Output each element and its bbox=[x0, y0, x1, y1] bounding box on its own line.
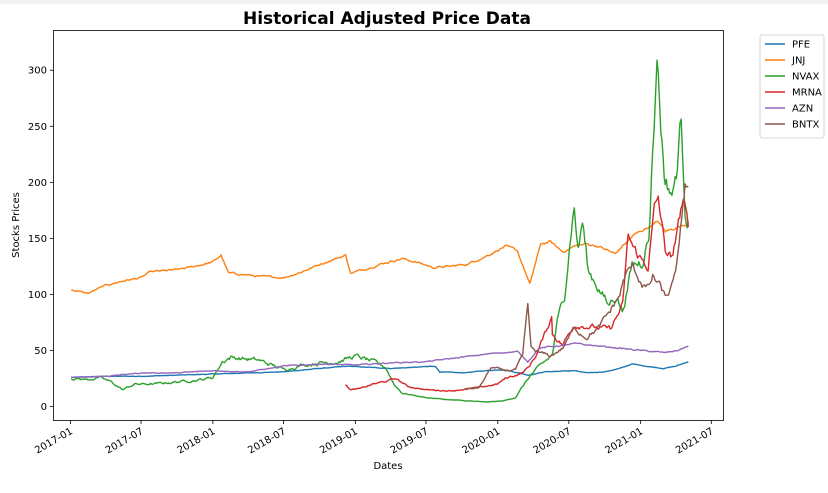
series-line-jnj bbox=[71, 220, 689, 295]
y-tick-label: 250 bbox=[28, 122, 47, 133]
y-tick-label: 300 bbox=[28, 66, 47, 77]
series-line-nvax bbox=[70, 59, 689, 403]
legend-label-nvax: NVAX bbox=[792, 72, 820, 83]
x-tick-label: 2019-01 bbox=[318, 426, 360, 456]
x-tick-label: 2018-01 bbox=[176, 426, 218, 456]
legend-label-pfe: PFE bbox=[792, 40, 810, 51]
x-tick-label: 2020-01 bbox=[461, 426, 503, 456]
x-tick-label: 2018-07 bbox=[246, 426, 288, 456]
legend-label-jnj: JNJ bbox=[791, 56, 805, 67]
series-line-bntx bbox=[465, 183, 689, 391]
legend-label-mrna: MRNA bbox=[792, 88, 822, 99]
legend: PFE JNJ NVAX MRNA AZN BNTX bbox=[759, 34, 825, 139]
x-tick-label: 2020-07 bbox=[532, 426, 574, 456]
x-tick-label: 2021-07 bbox=[674, 426, 716, 456]
y-axis-ticks: 0 50 100 150 200 250 300 bbox=[28, 66, 54, 413]
y-tick-label: 200 bbox=[28, 178, 47, 189]
chart-title: Historical Adjusted Price Data bbox=[243, 9, 531, 29]
y-axis-label: Stocks Prices bbox=[11, 192, 22, 258]
y-tick-label: 0 bbox=[41, 402, 47, 413]
x-tick-label: 2019-07 bbox=[389, 426, 431, 456]
series-line-azn bbox=[71, 342, 689, 379]
legend-label-bntx: BNTX bbox=[792, 120, 819, 131]
series-line-pfe bbox=[71, 361, 689, 379]
x-tick-label: 2017-07 bbox=[104, 426, 146, 456]
x-axis-ticks: 2017-01 2017-07 2018-01 2018-07 2019-01 2019-… bbox=[33, 420, 716, 456]
series-line-mrna bbox=[345, 195, 689, 393]
y-tick-label: 150 bbox=[28, 234, 47, 245]
x-tick-label: 2017-01 bbox=[33, 426, 75, 456]
x-tick-label: 2021-01 bbox=[603, 426, 645, 456]
window-top-strip bbox=[0, 0, 828, 4]
plot-frame bbox=[53, 30, 724, 421]
plot-lines bbox=[70, 59, 689, 403]
x-axis-label: Dates bbox=[373, 461, 402, 472]
y-tick-label: 50 bbox=[34, 346, 47, 357]
y-tick-label: 100 bbox=[28, 290, 47, 301]
legend-label-azn: AZN bbox=[792, 104, 813, 115]
